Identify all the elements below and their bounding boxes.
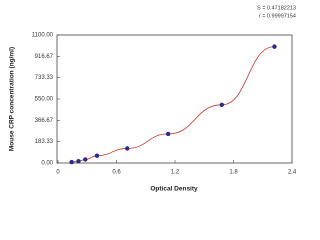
page: {"chart_data": {"type": "scatter", "x_la…: [8, 5, 297, 193]
y-tick-label: 1100.00: [32, 33, 54, 39]
data-point: [165, 131, 171, 137]
x-tick-label: 2.4: [288, 170, 297, 176]
y-axis-title: Mouse CRP concentration (ng/ml): [9, 47, 16, 151]
data-point: [219, 102, 224, 108]
y-tick-label: 916.67: [35, 54, 54, 60]
data-point: [94, 153, 100, 158]
data-point: [272, 44, 277, 49]
data-point: [69, 159, 74, 165]
data-point: [76, 158, 81, 164]
y-tick-label: 366.67: [35, 118, 54, 124]
data-point: [83, 157, 88, 162]
y-tick-label: 733.33: [35, 75, 54, 81]
x-tick-label: 0: [56, 170, 60, 176]
plot-frame: [56, 34, 293, 164]
y-tick-label: 0.00: [41, 161, 53, 167]
y-tick-label: 550.00: [35, 97, 54, 103]
x-axis-title: Optical Density: [150, 186, 198, 193]
x-tick-label: 1.2: [171, 170, 180, 176]
annotation: r = 0.99997154: [259, 13, 296, 19]
chart: S = 0.47182213 r = 0.99997154 Optical De…: [9, 5, 297, 193]
data-point: [125, 146, 130, 151]
annotation: S = 0.47182213: [257, 5, 296, 11]
x-tick-label: 0.6: [112, 170, 121, 176]
y-tick-label: 183.33: [35, 139, 54, 145]
x-tick-label: 1.8: [229, 170, 238, 176]
